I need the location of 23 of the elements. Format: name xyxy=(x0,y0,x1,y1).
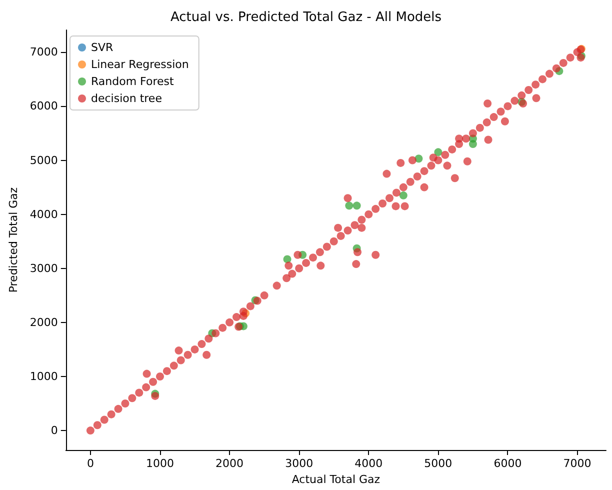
x-axis-title: Actual Total Gaz xyxy=(292,473,380,486)
legend-label: decision tree xyxy=(91,92,162,105)
legend-label: SVR xyxy=(91,41,114,54)
x-tick-label: 3000 xyxy=(285,457,314,470)
y-tick-label: 7000 xyxy=(30,46,58,59)
y-tick-label: 4000 xyxy=(30,208,58,221)
x-tick-label: 4000 xyxy=(354,457,383,470)
y-tick-label: 1000 xyxy=(30,370,58,383)
y-tick-label: 3000 xyxy=(30,262,58,275)
chart-title: Actual vs. Predicted Total Gaz - All Models xyxy=(170,10,442,25)
x-tick-label: 0 xyxy=(86,457,94,470)
y-axis-title: Predicted Total Gaz xyxy=(7,187,20,293)
y-tick-label: 0 xyxy=(50,424,58,438)
x-tick-label: 7000 xyxy=(563,457,592,470)
x-tick-label: 5000 xyxy=(424,457,452,470)
y-tick-label: 6000 xyxy=(30,100,58,113)
x-tick-label: 6000 xyxy=(494,457,522,470)
legend-label: Linear Regression xyxy=(91,58,189,71)
x-tick-label: 1000 xyxy=(146,457,174,470)
legend-label: Random Forest xyxy=(91,75,174,88)
x-tick-label: 2000 xyxy=(216,457,244,470)
y-tick-label: 5000 xyxy=(30,154,58,167)
y-tick-label: 2000 xyxy=(30,316,58,329)
